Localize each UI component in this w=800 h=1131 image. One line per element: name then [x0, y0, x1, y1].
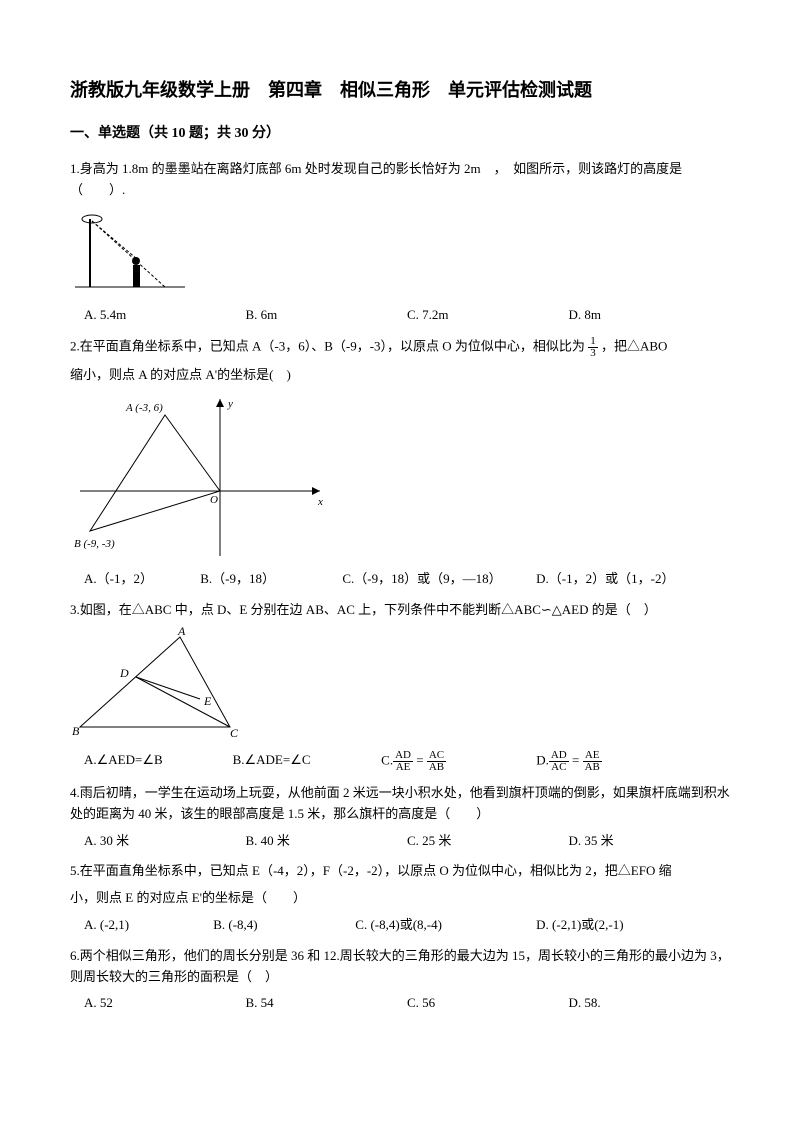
- svg-text:y: y: [227, 398, 233, 410]
- svg-text:E: E: [203, 694, 212, 708]
- q5-opt-b: B. (-8,4): [213, 915, 355, 936]
- q4-opt-b: B. 40 米: [246, 831, 408, 852]
- q1-opt-d: D. 8m: [569, 305, 731, 326]
- q1-text: 1.身高为 1.8m 的墨墨站在离路灯底部 6m 处时发现自己的影长恰好为 2m…: [70, 159, 730, 201]
- q2-text: 2.在平面直角坐标系中，已知点 A（-3，6）、B（-9，-3），以原点 O 为…: [70, 336, 730, 359]
- q2-text-b: ，把△ABO: [601, 338, 667, 353]
- svg-text:B (-9, -3): B (-9, -3): [74, 538, 115, 550]
- q2-opt-a: A.（-1，2）: [84, 569, 200, 590]
- q2-opt-c: C.（-9，18）或（9，—18）: [342, 569, 536, 590]
- q4-opt-d: D. 35 米: [569, 831, 731, 852]
- q4-opt-a: A. 30 米: [84, 831, 246, 852]
- svg-text:O: O: [210, 494, 218, 506]
- q6-text: 6.两个相似三角形，他们的周长分别是 36 和 12.周长较大的三角形的最大边为…: [70, 946, 730, 988]
- q1-opt-b: B. 6m: [246, 305, 408, 326]
- fraction-one-third: 13: [588, 336, 598, 359]
- q2-opt-d: D.（-1，2）或（1，-2）: [536, 569, 730, 590]
- q3-opt-b: B.∠ADE=∠C: [233, 750, 382, 773]
- q6-opt-c: C. 56: [407, 993, 569, 1014]
- q3-options: A.∠AED=∠B B.∠ADE=∠C C.ADAE = ACAB D.ADAC…: [70, 750, 730, 773]
- q4-opt-c: C. 25 米: [407, 831, 569, 852]
- q2-opt-b: B.（-9，18）: [200, 569, 342, 590]
- q3-opt-a: A.∠AED=∠B: [84, 750, 233, 773]
- q2-figure: x y O A (-3, 6) B (-9, -3): [70, 391, 330, 561]
- page-title: 浙教版九年级数学上册 第四章 相似三角形 单元评估检测试题: [70, 76, 730, 105]
- q2-text-a: 2.在平面直角坐标系中，已知点 A（-3，6）、B（-9，-3），以原点 O 为…: [70, 338, 585, 353]
- question-5: 5.在平面直角坐标系中，已知点 E（-4，2），F（-2，-2），以原点 O 为…: [70, 861, 730, 935]
- svg-text:A (-3, 6): A (-3, 6): [125, 402, 163, 414]
- q3-opt-c: C.ADAE = ACAB: [381, 750, 536, 773]
- q1-options: A. 5.4m B. 6m C. 7.2m D. 8m: [70, 305, 730, 326]
- q5-opt-c: C. (-8,4)或(8,-4): [355, 915, 536, 936]
- q6-opt-b: B. 54: [246, 993, 408, 1014]
- q3-figure: A B C D E: [70, 627, 250, 742]
- q5-opt-a: A. (-2,1): [84, 915, 213, 936]
- svg-text:x: x: [317, 496, 323, 508]
- q5-text: 5.在平面直角坐标系中，已知点 E（-4，2），F（-2，-2），以原点 O 为…: [70, 861, 730, 882]
- q4-text: 4.雨后初晴，一学生在运动场上玩耍，从他前面 2 米远一块小积水处，他看到旗杆顶…: [70, 783, 730, 825]
- q3-text: 3.如图，在△ABC 中，点 D、E 分别在边 AB、AC 上，下列条件中不能判…: [70, 600, 730, 621]
- q6-opt-a: A. 52: [84, 993, 246, 1014]
- q1-opt-c: C. 7.2m: [407, 305, 569, 326]
- q6-opt-d: D. 58.: [569, 993, 731, 1014]
- question-4: 4.雨后初晴，一学生在运动场上玩耍，从他前面 2 米远一块小积水处，他看到旗杆顶…: [70, 783, 730, 851]
- q5-opt-d: D. (-2,1)或(2,-1): [536, 915, 730, 936]
- question-1: 1.身高为 1.8m 的墨墨站在离路灯底部 6m 处时发现自己的影长恰好为 2m…: [70, 159, 730, 325]
- question-6: 6.两个相似三角形，他们的周长分别是 36 和 12.周长较大的三角形的最大边为…: [70, 946, 730, 1014]
- q2-options: A.（-1，2） B.（-9，18） C.（-9，18）或（9，—18） D.（…: [70, 569, 730, 590]
- question-2: 2.在平面直角坐标系中，已知点 A（-3，6）、B（-9，-3），以原点 O 为…: [70, 336, 730, 591]
- q1-opt-a: A. 5.4m: [84, 305, 246, 326]
- svg-text:C: C: [230, 726, 239, 740]
- q5-options: A. (-2,1) B. (-8,4) C. (-8,4)或(8,-4) D. …: [70, 915, 730, 936]
- svg-text:A: A: [177, 627, 186, 638]
- svg-text:D: D: [119, 666, 129, 680]
- q2-text-c: 缩小，则点 A 的对应点 A'的坐标是( ): [70, 365, 730, 386]
- q1-figure: [70, 207, 190, 297]
- q4-options: A. 30 米 B. 40 米 C. 25 米 D. 35 米: [70, 831, 730, 852]
- q3-opt-d: D.ADAC = AEAB: [536, 750, 691, 773]
- question-3: 3.如图，在△ABC 中，点 D、E 分别在边 AB、AC 上，下列条件中不能判…: [70, 600, 730, 773]
- section-heading: 一、单选题（共 10 题；共 30 分）: [70, 123, 730, 145]
- svg-text:B: B: [72, 724, 80, 738]
- q6-options: A. 52 B. 54 C. 56 D. 58.: [70, 993, 730, 1014]
- q5-text2: 小，则点 E 的对应点 E'的坐标是（ ）: [70, 888, 730, 909]
